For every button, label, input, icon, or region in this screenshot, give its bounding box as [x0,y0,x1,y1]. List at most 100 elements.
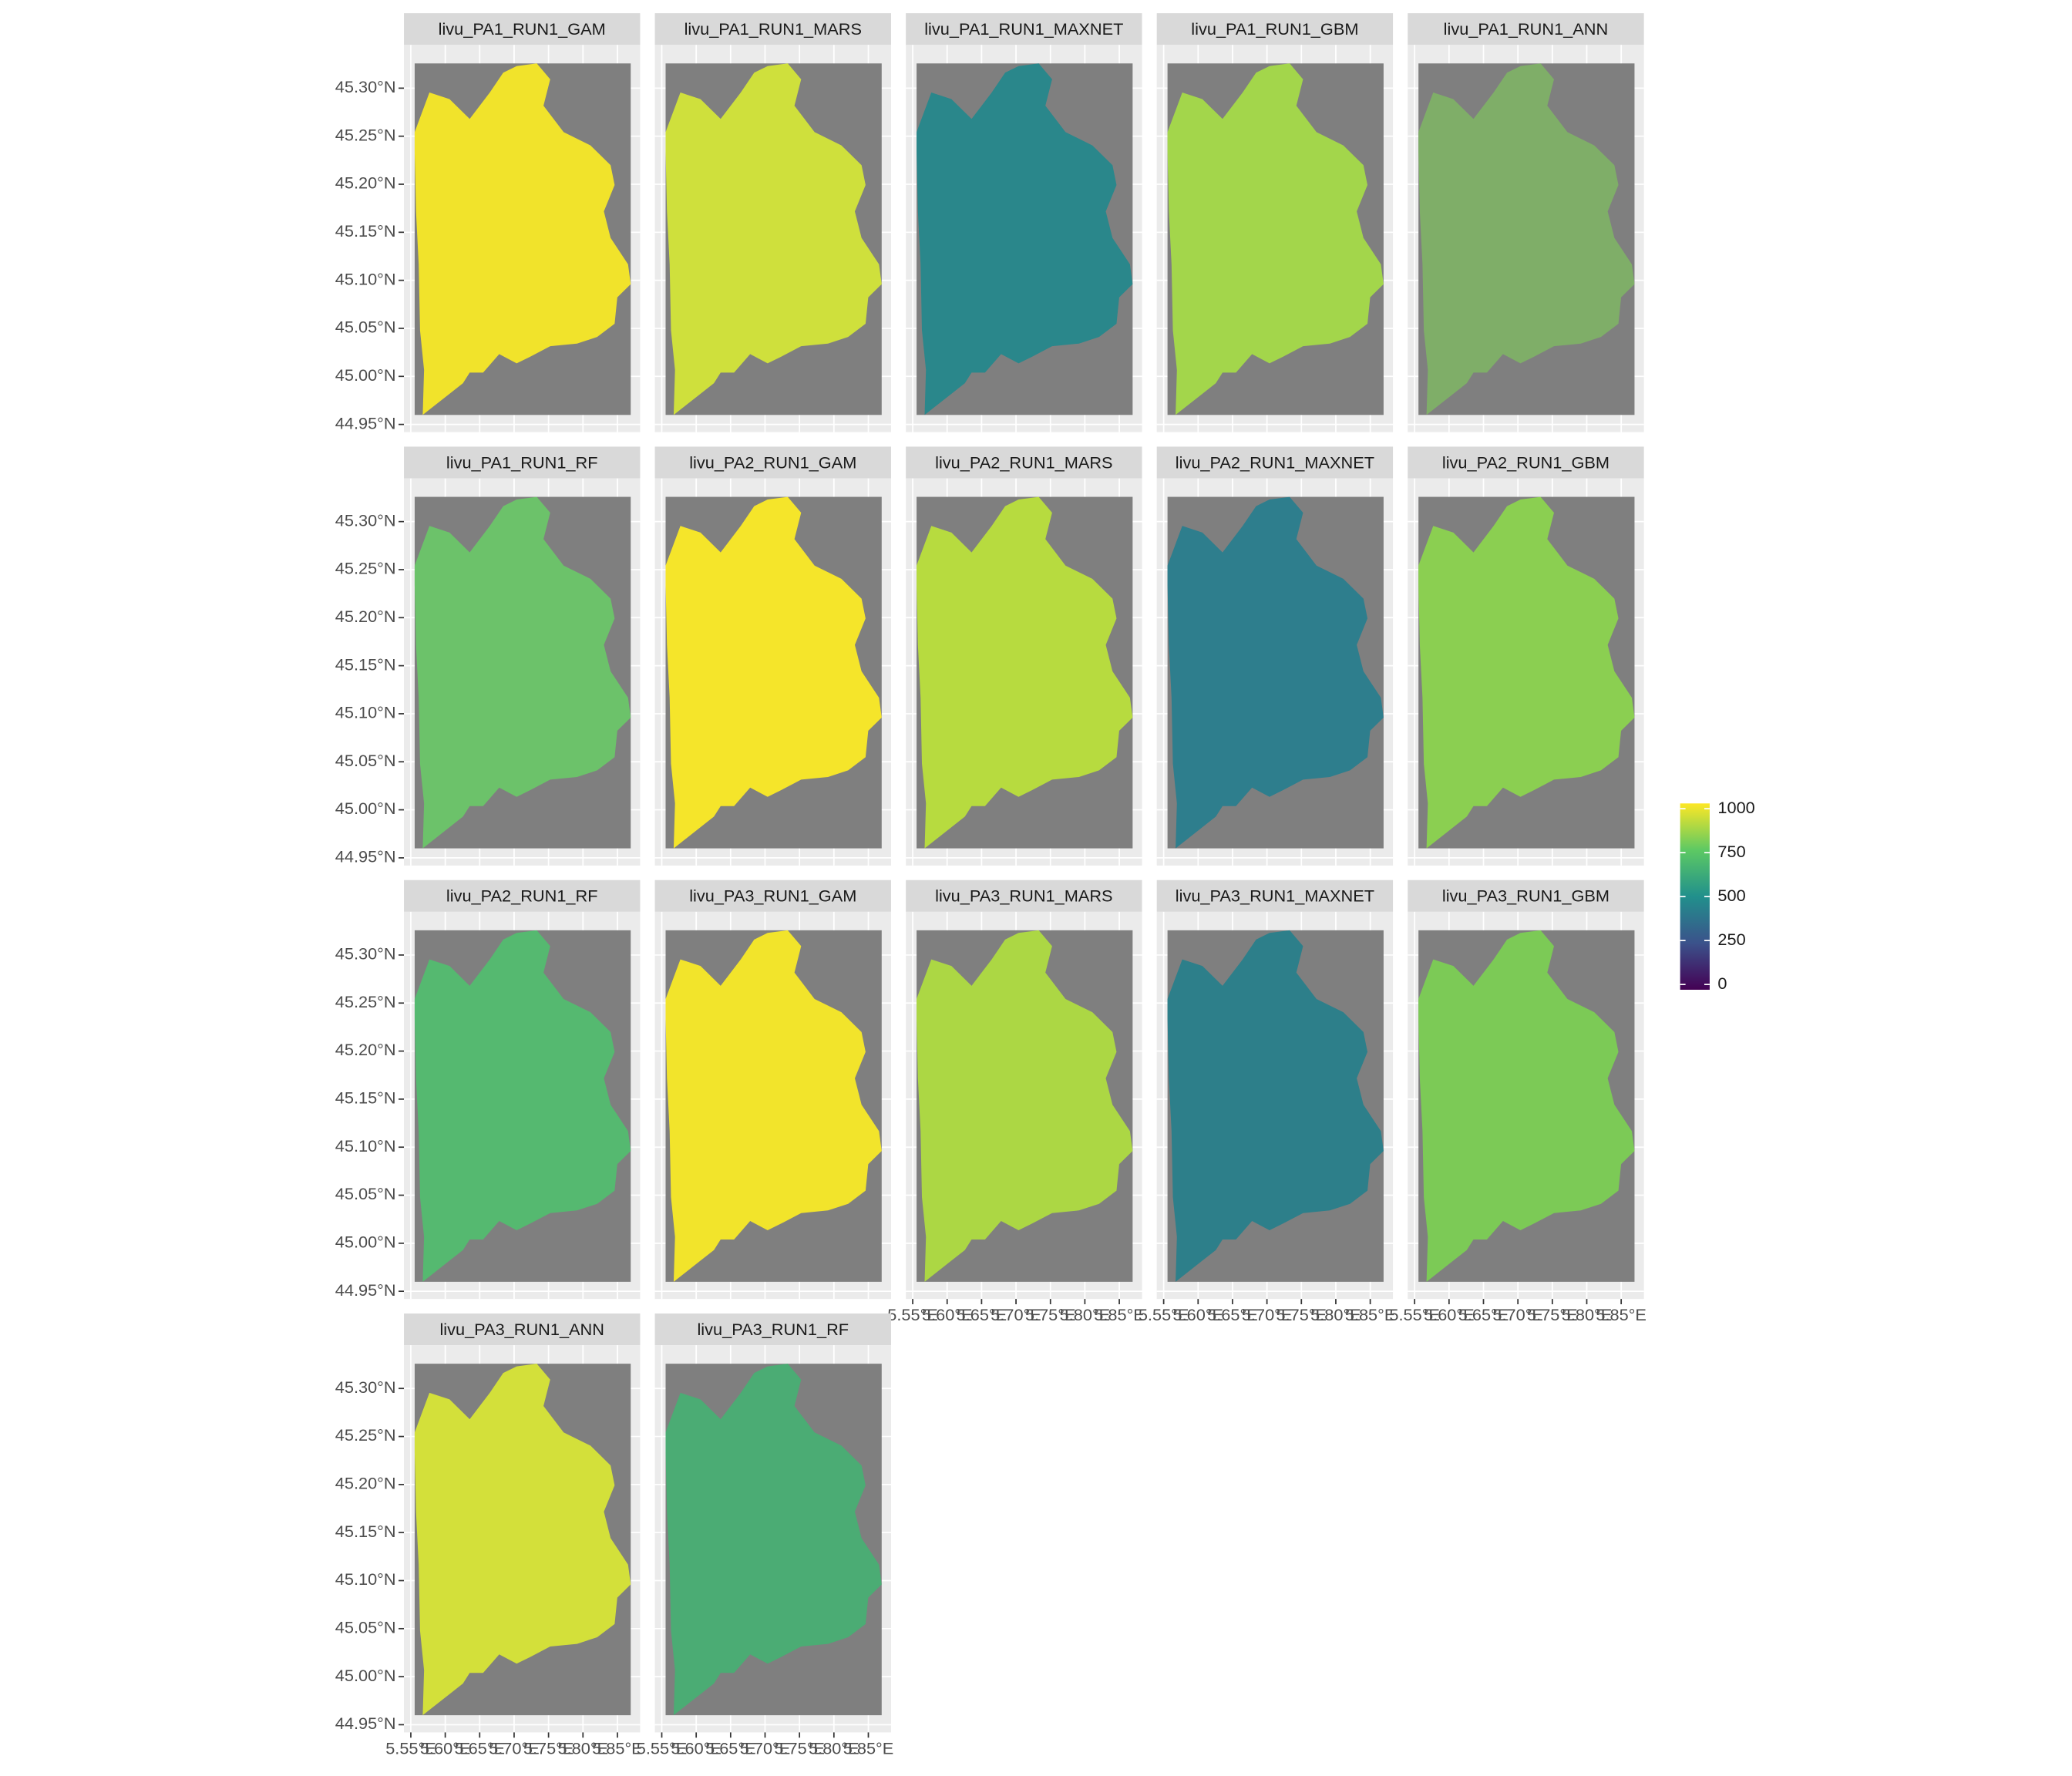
x-tick-label: 5.70°E [489,1739,540,1758]
strip-label: livu_PA2_RUN1_RF [446,886,598,906]
y-tick-label: 45.10°N [335,269,396,288]
strip [654,880,891,912]
y-tick-label: 45.20°N [335,1040,396,1059]
strip [906,13,1142,45]
strip [654,13,891,45]
x-tick-label: 5.65°E [705,1739,756,1758]
x-tick-label: 5.80°E [1310,1305,1361,1324]
strip [906,446,1142,479]
x-tick-label: 5.60°E [1173,1305,1224,1324]
raster-area [917,496,1133,849]
x-tick-label: 5.65°E [957,1305,1007,1324]
strip [654,1314,891,1346]
x-tick-label: 5.85°E [1094,1305,1145,1324]
strip-label: livu_PA2_RUN1_GAM [689,453,856,473]
strip [1156,446,1394,479]
y-tick-label: 45.25°N [335,559,396,578]
strip-label: livu_PA3_RUN1_GBM [1442,886,1610,906]
x-tick-label: 5.60°E [671,1739,722,1758]
strip [1408,13,1644,45]
x-tick-label: 5.55°E [637,1739,688,1758]
y-tick-label: 45.05°N [335,751,396,770]
strip-label: livu_PA1_RUN1_GAM [439,19,606,39]
raster-area [665,496,882,849]
y-tick-label: 45.30°N [335,1377,396,1397]
strip [1156,880,1394,912]
strip-label: livu_PA3_RUN1_MARS [935,886,1112,906]
y-tick-label: 45.00°N [335,1666,396,1685]
raster-area [917,63,1133,415]
x-tick-label: 5.85°E [1596,1305,1646,1324]
y-tick-label: 45.20°N [335,1474,396,1493]
x-tick-label: 5.75°E [1025,1305,1076,1324]
strip [906,880,1142,912]
raster-area [414,63,631,415]
x-tick-label: 5.60°E [922,1305,973,1324]
strip [1156,13,1394,45]
y-tick-label: 44.95°N [335,1714,396,1733]
y-tick-label: 45.15°N [335,221,396,240]
raster-area [1167,496,1384,849]
y-tick-label: 45.10°N [335,1136,396,1155]
x-tick-label: 5.80°E [558,1739,609,1758]
legend-label: 0 [1717,974,1727,993]
legend-label: 500 [1717,886,1745,905]
x-tick-label: 5.65°E [1207,1305,1258,1324]
legend-label: 750 [1717,842,1745,861]
y-tick-label: 44.95°N [335,413,396,432]
strip-label: livu_PA1_RUN1_GBM [1191,19,1358,39]
raster-area [665,63,882,415]
strip-label: livu_PA3_RUN1_RF [697,1320,849,1339]
strip-label: livu_PA3_RUN1_GAM [689,886,856,906]
x-tick-label: 5.55°E [385,1739,436,1758]
y-tick-label: 45.00°N [335,365,396,385]
strip [654,446,891,479]
x-tick-label: 5.60°E [1424,1305,1475,1324]
x-tick-label: 5.55°E [1389,1305,1440,1324]
x-tick-label: 5.80°E [1060,1305,1111,1324]
x-tick-label: 5.80°E [1562,1305,1613,1324]
y-tick-label: 45.25°N [335,992,396,1011]
strip-label: livu_PA2_RUN1_MARS [935,453,1112,473]
y-tick-label: 44.95°N [335,847,396,866]
strip-label: livu_PA2_RUN1_MAXNET [1176,453,1374,473]
strip-label: livu_PA3_RUN1_ANN [439,1320,604,1339]
strip-label: livu_PA2_RUN1_GBM [1442,453,1610,473]
strip-label: livu_PA1_RUN1_MARS [684,19,862,39]
strip-label: livu_PA1_RUN1_ANN [1444,19,1609,39]
x-tick-label: 5.85°E [843,1739,894,1758]
raster-area [1167,63,1384,415]
strip [1408,880,1644,912]
raster-area [414,930,631,1282]
x-tick-label: 5.85°E [592,1739,643,1758]
x-tick-label: 5.75°E [523,1739,574,1758]
y-tick-label: 45.10°N [335,703,396,722]
y-tick-label: 45.15°N [335,1088,396,1108]
raster-area [665,1364,882,1716]
x-tick-label: 5.85°E [1345,1305,1396,1324]
y-tick-label: 45.05°N [335,1618,396,1637]
y-tick-label: 45.20°N [335,173,396,193]
y-tick-label: 45.25°N [335,1425,396,1445]
raster-area [1167,930,1384,1282]
x-tick-label: 5.75°E [774,1739,825,1758]
strip-label: livu_PA1_RUN1_RF [446,453,598,473]
y-tick-label: 44.95°N [335,1280,396,1300]
raster-area [665,930,882,1282]
x-tick-label: 5.80°E [809,1739,859,1758]
y-tick-label: 45.30°N [335,77,396,96]
raster-area [414,1364,631,1716]
y-tick-label: 45.00°N [335,799,396,818]
y-tick-label: 45.25°N [335,126,396,145]
strip [404,1314,641,1346]
x-tick-label: 5.60°E [420,1739,471,1758]
x-tick-label: 5.55°E [887,1305,938,1324]
x-tick-label: 5.70°E [1242,1305,1293,1324]
y-tick-label: 45.30°N [335,510,396,530]
raster-area [1418,496,1635,849]
x-tick-label: 5.70°E [1492,1305,1543,1324]
strip [1408,446,1644,479]
y-tick-label: 45.30°N [335,944,396,964]
x-tick-label: 5.65°E [1458,1305,1509,1324]
